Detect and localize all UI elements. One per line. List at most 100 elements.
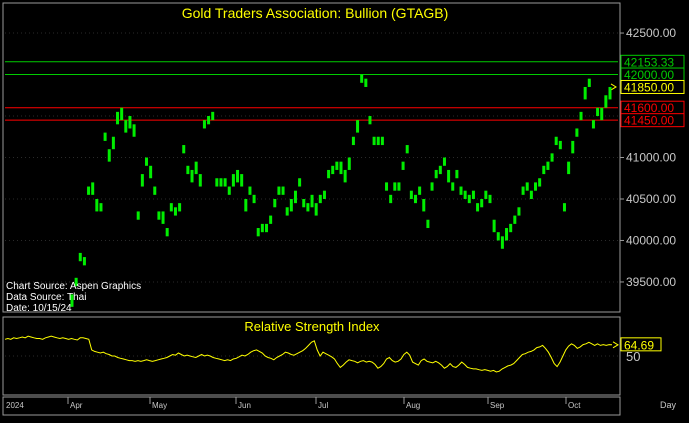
price-bar	[418, 186, 422, 195]
x-axis-label: Apr	[70, 401, 83, 410]
price-bar	[87, 186, 91, 195]
price-bar	[78, 252, 82, 262]
price-bar	[144, 157, 148, 166]
rsi-y-axis: 50	[626, 349, 640, 364]
price-bar	[82, 257, 86, 266]
price-bar	[74, 277, 78, 287]
rsi-current-badge	[620, 337, 662, 352]
price-bar	[422, 198, 426, 212]
price-bar	[153, 186, 157, 195]
price-y-tick-label: 41000.00	[626, 151, 676, 165]
x-axis-label: Sep	[490, 401, 505, 410]
price-level-badge	[620, 113, 685, 128]
price-level-label: 42153.33	[624, 55, 674, 69]
price-bar	[534, 182, 538, 191]
price-level-badge	[620, 79, 685, 94]
price-bar	[471, 190, 475, 199]
price-bar	[538, 178, 542, 187]
price-bar	[492, 219, 496, 233]
price-bar	[480, 198, 484, 208]
price-level-lines	[5, 61, 618, 121]
price-bar	[91, 182, 95, 195]
price-bar	[215, 178, 219, 187]
rsi-current-label: 64.69	[624, 338, 654, 352]
price-bar	[161, 211, 165, 224]
price-bar	[430, 182, 434, 191]
price-bar	[562, 203, 566, 212]
price-bar	[356, 120, 360, 133]
price-bar	[484, 190, 488, 199]
price-bar	[608, 86, 612, 100]
price-y-tick-label: 40000.00	[626, 233, 676, 247]
price-bar	[351, 136, 355, 146]
price-bar	[442, 157, 446, 166]
price-bar	[140, 174, 144, 187]
price-bar	[302, 198, 306, 208]
price-bar	[521, 186, 525, 195]
price-bar	[335, 161, 339, 170]
price-bar	[157, 211, 161, 220]
price-bar	[451, 182, 455, 191]
price-bar	[318, 194, 322, 204]
price-bar	[405, 145, 409, 154]
price-bar	[513, 215, 517, 224]
price-bar	[322, 190, 326, 199]
rsi-current-arrow-icon	[612, 341, 619, 349]
price-bar	[343, 169, 347, 183]
price-bar	[219, 178, 223, 187]
price-bar	[550, 153, 554, 162]
price-bar	[385, 182, 389, 191]
price-bar	[256, 228, 260, 237]
price-bar	[198, 174, 202, 187]
price-bar	[227, 186, 231, 195]
price-bar	[571, 140, 575, 154]
price-bar	[567, 161, 571, 175]
price-bar	[173, 207, 177, 216]
price-bar	[364, 78, 368, 87]
rsi-panel	[2, 316, 621, 396]
price-bar	[409, 190, 413, 199]
chart-source-notes: Chart Source: Aspen Graphics Data Source…	[6, 281, 141, 314]
price-level-label: 42000.00	[624, 68, 674, 82]
price-bar	[327, 169, 331, 179]
price-bar	[455, 169, 459, 179]
price-bar	[298, 178, 302, 187]
price-bar	[426, 219, 430, 229]
price-bar	[240, 174, 244, 187]
price-bars	[70, 74, 612, 307]
price-bar	[277, 186, 281, 195]
price-bar	[397, 182, 401, 191]
price-bar	[116, 111, 120, 125]
x-axis-label: Oct	[568, 401, 581, 410]
price-level-label: 41450.00	[624, 114, 674, 128]
price-bar	[488, 194, 492, 204]
x-axis-label: 2024	[6, 401, 24, 410]
price-bar	[372, 136, 376, 146]
rsi-chart-title: Relative Strength Index	[244, 319, 380, 334]
price-bar	[281, 186, 285, 195]
x-axis-unit: Day	[660, 400, 677, 410]
price-bar	[260, 223, 264, 233]
price-bar	[207, 116, 211, 125]
price-bar	[459, 186, 463, 195]
price-bar	[306, 203, 310, 212]
price-bar	[99, 203, 103, 212]
price-level-label: 41600.00	[624, 101, 674, 115]
x-axis-label: Jul	[318, 401, 328, 410]
price-bar	[438, 165, 442, 175]
rsi-y-tick-label: 50	[626, 349, 640, 364]
price-bar	[194, 161, 198, 175]
rsi-current-value: 64.69	[612, 337, 662, 352]
price-bar	[314, 203, 318, 216]
rsi-line	[4, 335, 613, 373]
price-bar	[285, 207, 289, 216]
price-y-tick-label: 40500.00	[626, 192, 676, 206]
price-bar	[273, 198, 277, 208]
price-bar	[389, 194, 393, 204]
price-bar	[517, 207, 521, 216]
price-bar	[360, 74, 364, 83]
price-bar	[529, 190, 533, 199]
price-bar	[269, 215, 273, 224]
